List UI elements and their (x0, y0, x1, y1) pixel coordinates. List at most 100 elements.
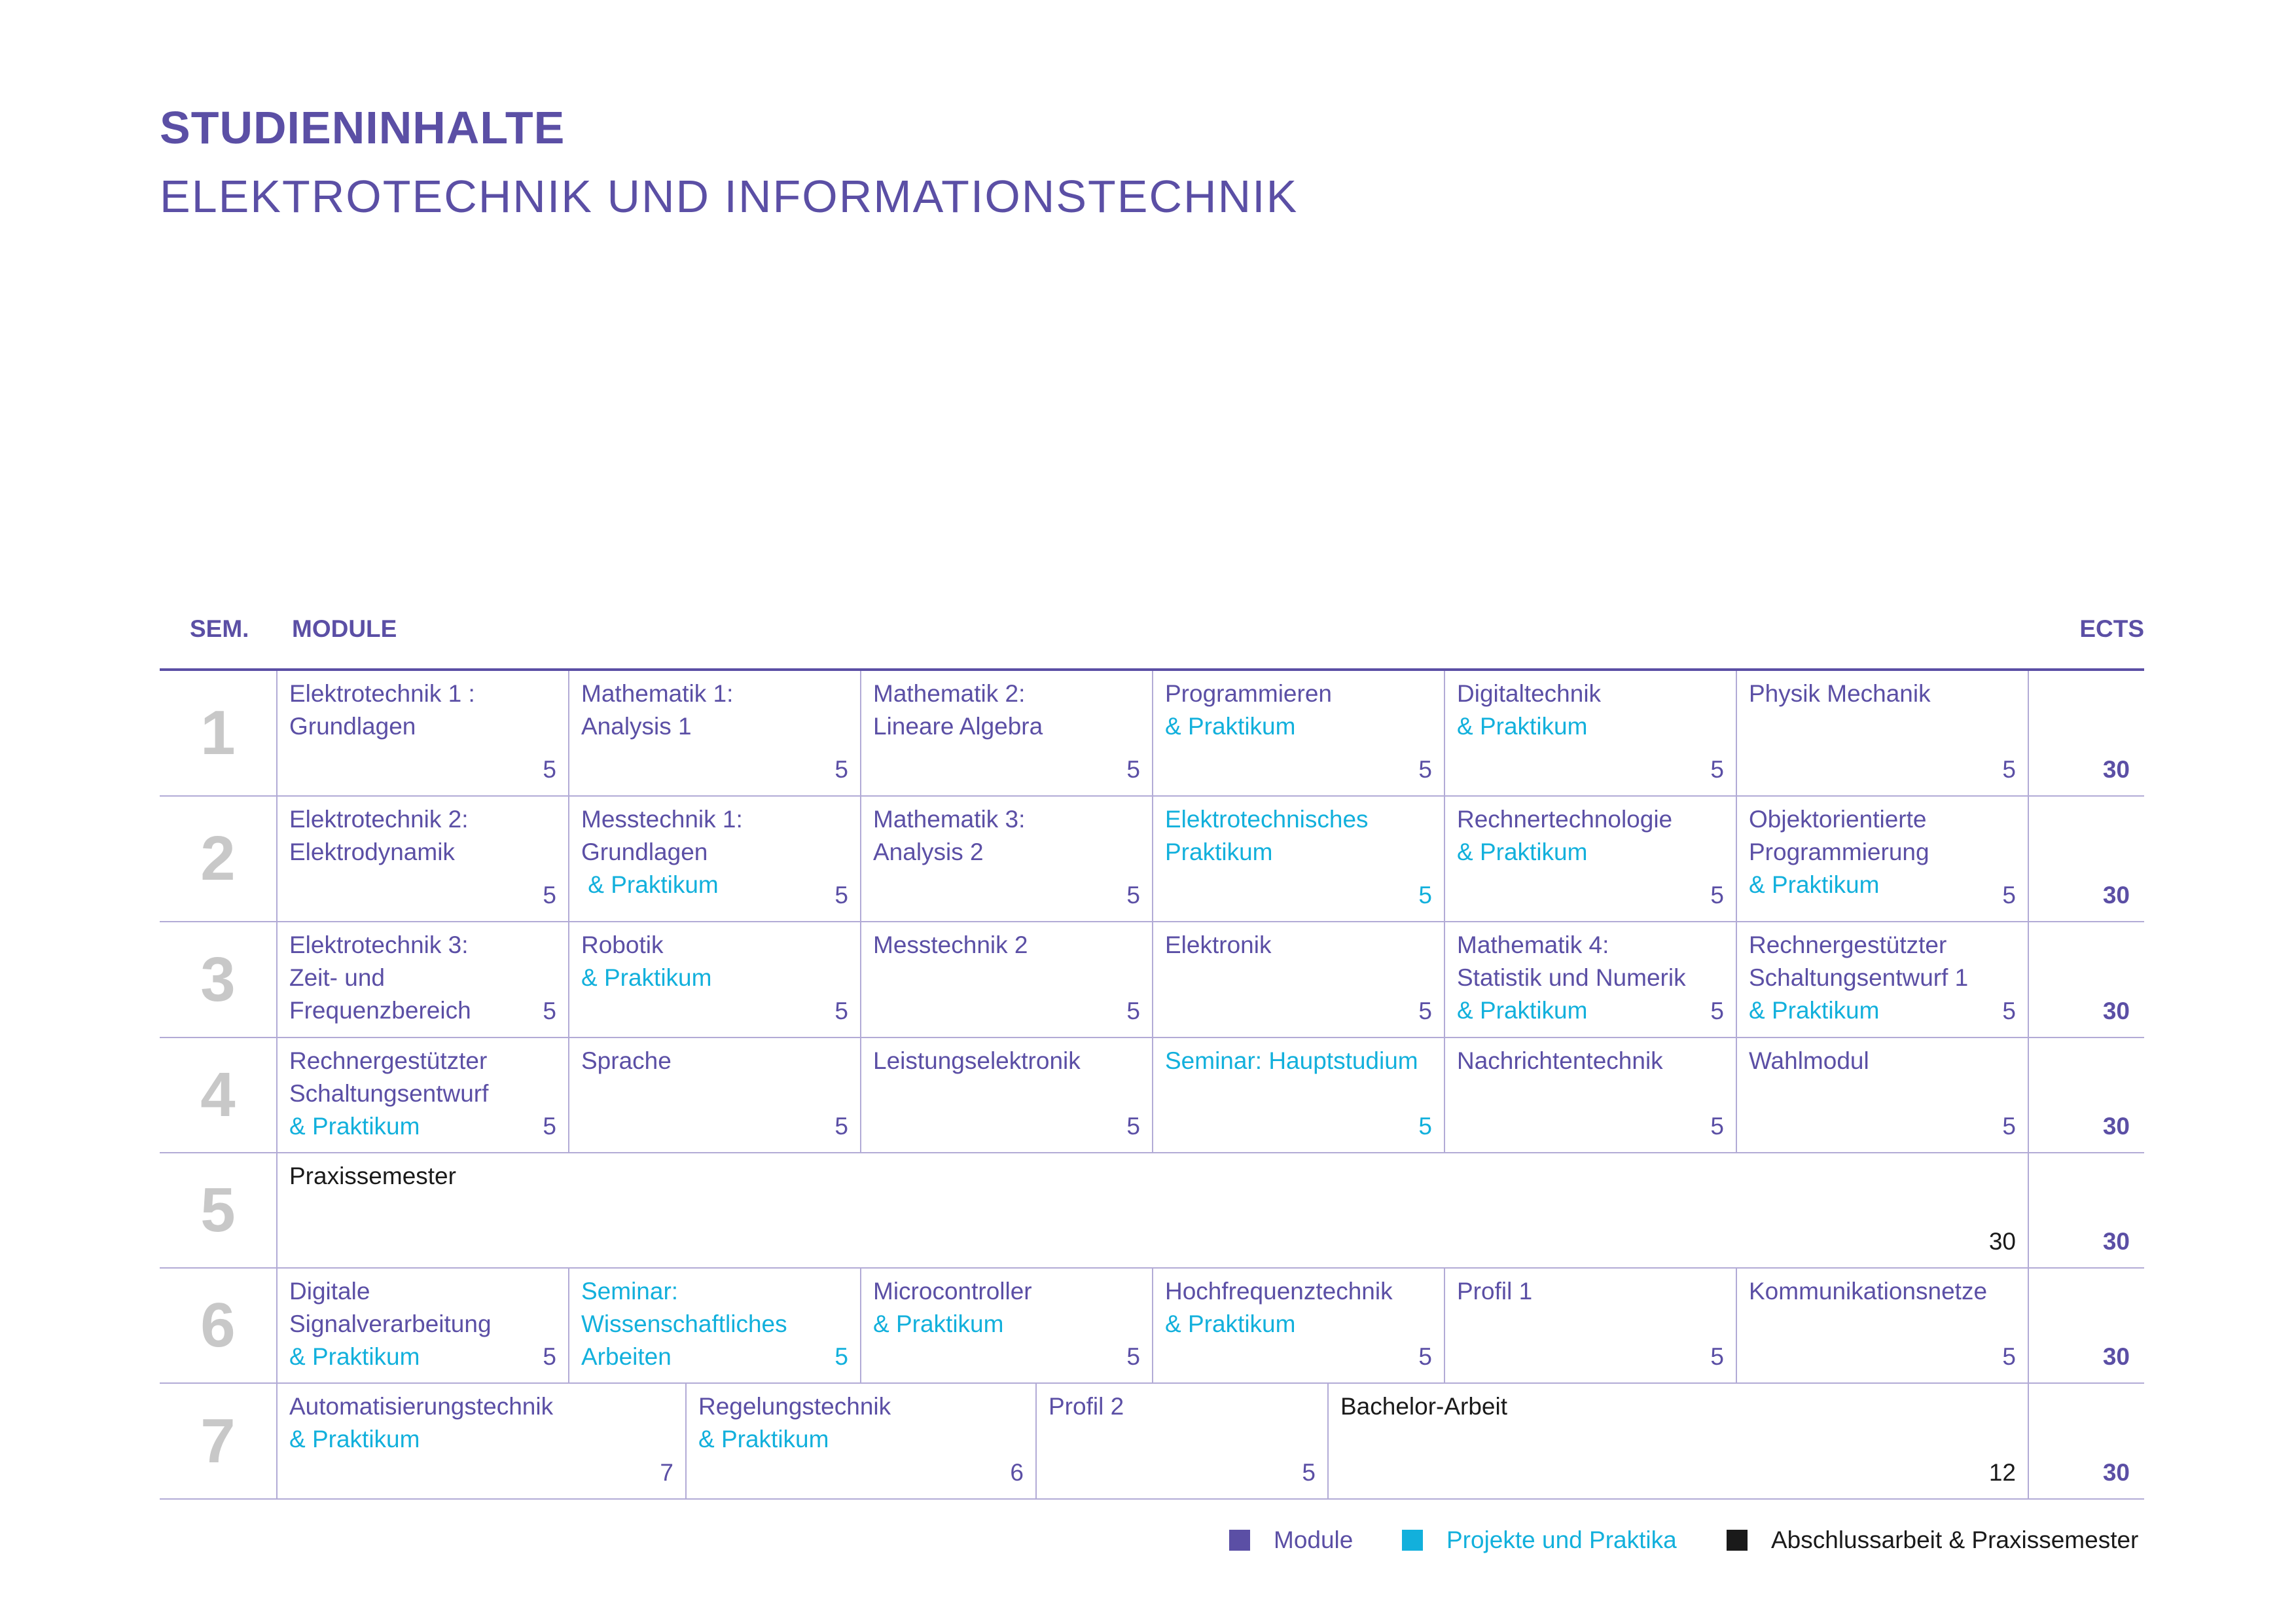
module-cell: Praxissemester 30 (276, 1153, 2028, 1267)
semester-total-cell: 30 (2028, 797, 2144, 921)
module-name-line: Schaltungsentwurf 1 (1749, 964, 1969, 991)
module-cell: Hochfrequenztechnik & Praktikum 5 (1152, 1269, 1444, 1382)
page-title: STUDIENINHALTE (160, 102, 565, 153)
module-cell: Messtechnik 1: Grundlagen & Praktikum 5 (568, 797, 860, 921)
legend-label: Projekte und Praktika (1446, 1526, 1677, 1553)
module-name-line: Lineare Algebra (873, 713, 1043, 740)
module-cell: Profil 2 5 (1035, 1384, 1327, 1498)
module-name-line: & Praktikum (289, 1343, 420, 1370)
module-name-line: Elektrotechnik 2: (289, 806, 469, 833)
module-name-line: Automatisierungstechnik (289, 1393, 554, 1420)
module-name-line: Profil 1 (1457, 1278, 1533, 1305)
module-ects: 5 (1418, 1343, 1432, 1370)
semester-total-ects: 30 (2102, 756, 2130, 783)
module-ects: 5 (1710, 998, 1724, 1024)
module-cell: Rechnergestützter Schaltungsentwurf 1 & Pr… (1736, 922, 2028, 1037)
module-name-line: & Praktikum (1749, 997, 1880, 1024)
module-name-line: & Praktikum (581, 964, 712, 991)
module-ects: 5 (834, 882, 848, 909)
module-cell: Microcontroller & Praktikum 5 (860, 1269, 1152, 1382)
module-ects: 5 (1418, 998, 1432, 1024)
legend-square-icon (1402, 1530, 1423, 1551)
module-name-line: Hochfrequenztechnik (1165, 1278, 1393, 1305)
module-cell: Sprache 5 (568, 1038, 860, 1152)
module-ects: 5 (1126, 882, 1140, 909)
module-ects: 5 (543, 1113, 556, 1140)
module-cell: Rechnertechnologie & Praktikum 5 (1444, 797, 1736, 921)
semester-total-ects: 30 (2102, 882, 2130, 909)
module-name-line: & Praktikum (1749, 871, 1880, 898)
module-ects: 5 (543, 756, 556, 783)
module-name-line: Grundlagen (581, 839, 708, 865)
module-ects: 5 (1710, 1343, 1724, 1370)
semester-total-ects: 30 (2102, 998, 2130, 1024)
module-cell: Digitale Signalverarbeitung & Praktikum 5 (276, 1269, 568, 1382)
module-name-line: Praktikum (1165, 839, 1273, 865)
module-name-line: Sprache (581, 1047, 672, 1074)
module-name-line: & Praktikum (289, 1426, 420, 1453)
module-name-line: Robotik (581, 931, 664, 958)
semester-number: 5 (200, 1175, 236, 1245)
module-cell: Rechnergestützter Schaltungsentwurf & Prak… (276, 1038, 568, 1152)
module-cell: Seminar: Hauptstudium 5 (1152, 1038, 1444, 1152)
semester-number: 2 (200, 823, 236, 893)
module-name-line: Mathematik 1: (581, 680, 734, 707)
module-ects: 5 (1710, 882, 1724, 909)
module-ects: 5 (2002, 882, 2016, 909)
module-cell: Mathematik 4: Statistik und Numerik & Prak… (1444, 922, 1736, 1037)
module-ects: 6 (1010, 1459, 1024, 1486)
module-name-line: Rechnergestützter (289, 1047, 488, 1074)
legend: Module Projekte und Praktika Abschlussarbe… (0, 1524, 2296, 1557)
semester-total-ects: 30 (2102, 1459, 2130, 1486)
module-ects: 12 (1988, 1459, 2016, 1486)
module-ects: 5 (834, 998, 848, 1024)
module-name-line: Messtechnik 1: (581, 806, 743, 833)
module-name-line: Wahlmodul (1749, 1047, 1869, 1074)
semester-total-ects: 30 (2102, 1228, 2130, 1255)
module-name-line: Objektorientierte (1749, 806, 1927, 833)
module-name-line: Schaltungsentwurf (289, 1080, 489, 1107)
module-cell: Kommunikationsnetze 5 (1736, 1269, 2028, 1382)
semester-row: 3 Elektrotechnik 3: Zeit- und Frequenzberei… (160, 922, 2144, 1038)
module-name-line: Seminar: Hauptstudium (1165, 1047, 1418, 1074)
semester-total-ects: 30 (2102, 1343, 2130, 1370)
module-ects: 30 (1988, 1228, 2016, 1255)
module-name-line: Analysis 2 (873, 839, 984, 865)
module-name-line: Rechnertechnologie (1457, 806, 1673, 833)
module-ects: 5 (543, 1343, 556, 1370)
module-name-line: & Praktikum (581, 871, 719, 898)
semester-total-cell: 30 (2028, 922, 2144, 1037)
semester-total-cell: 30 (2028, 671, 2144, 795)
module-cell: Nachrichtentechnik 5 (1444, 1038, 1736, 1152)
module-cell: Bachelor-Arbeit 12 (1327, 1384, 2028, 1498)
module-ects: 5 (1710, 1113, 1724, 1140)
module-name-line: & Praktikum (1457, 997, 1588, 1024)
semester-total-cell: 30 (2028, 1038, 2144, 1152)
module-name-line: Programmierung (1749, 839, 1929, 865)
module-cell: Elektrotechnik 3: Zeit- und Frequenzbereic… (276, 922, 568, 1037)
semester-row: 4 Rechnergestützter Schaltungsentwurf & Pra… (160, 1038, 2144, 1153)
module-name-line: Arbeiten (581, 1343, 672, 1370)
module-cell: Physik Mechanik 5 (1736, 671, 2028, 795)
module-cell: Leistungselektronik 5 (860, 1038, 1152, 1152)
module-ects: 5 (2002, 1343, 2016, 1370)
legend-label: Module (1274, 1526, 1354, 1553)
module-ects: 5 (1710, 756, 1724, 783)
page-subtitle: ELEKTROTECHNIK UND INFORMATIONSTECHNIK (160, 171, 1299, 222)
header-ects: ECTS (2079, 615, 2144, 642)
module-cell: Messtechnik 2 5 (860, 922, 1152, 1037)
legend-label: Abschlussarbeit & Praxissemester (1771, 1526, 2139, 1553)
semester-row: 5 Praxissemester 30 30 (160, 1153, 2144, 1269)
semester-number: 4 (200, 1060, 236, 1130)
module-name-line: Grundlagen (289, 713, 416, 740)
module-ects: 5 (1126, 1113, 1140, 1140)
module-cell: Seminar: Wissenschaftliches Arbeiten 5 (568, 1269, 860, 1382)
module-cell: Digitaltechnik & Praktikum 5 (1444, 671, 1736, 795)
module-name-line: & Praktikum (1165, 1310, 1296, 1337)
module-ects: 7 (660, 1459, 673, 1486)
module-name-line: Praxissemester (289, 1163, 456, 1189)
curriculum-table: 1 Elektrotechnik 1 : Grundlagen 5 Mathematik… (160, 668, 2144, 1500)
semester-row: 1 Elektrotechnik 1 : Grundlagen 5 Mathematik… (160, 671, 2144, 797)
module-name-line: Analysis 1 (581, 713, 692, 740)
module-ects: 5 (1418, 1113, 1432, 1140)
